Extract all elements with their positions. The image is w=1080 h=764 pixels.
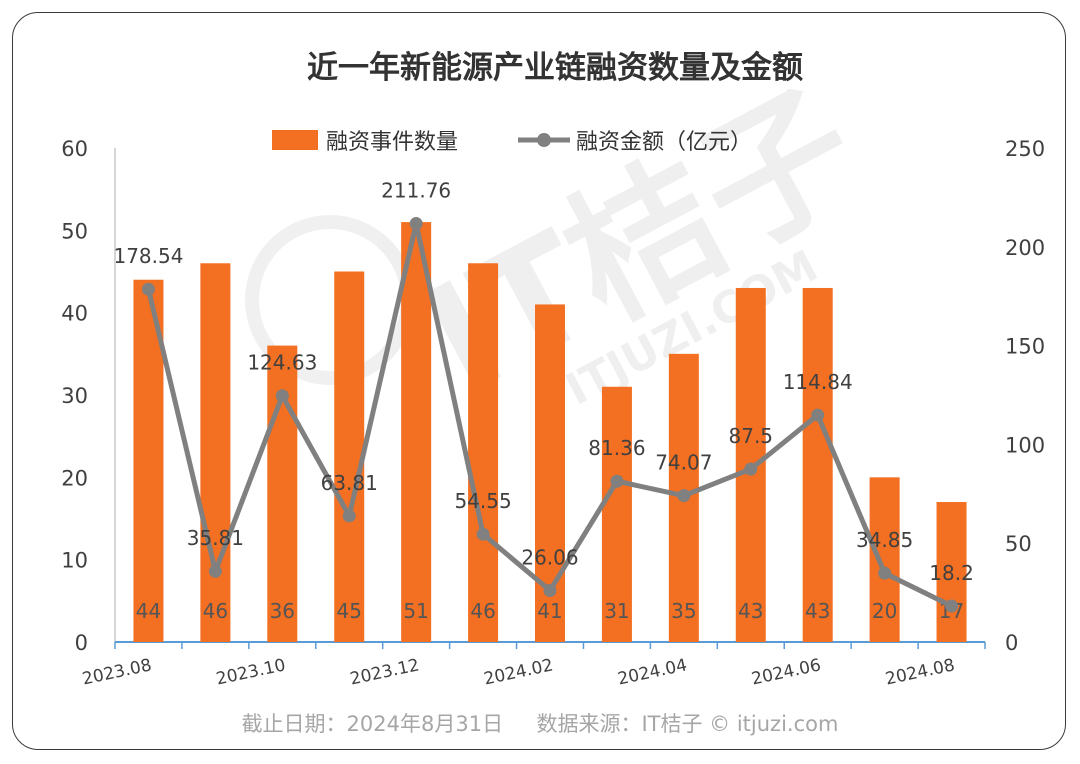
bar-data-label: 44 <box>136 599 161 623</box>
y-left-tick-label: 40 <box>61 302 88 326</box>
bar <box>601 386 632 642</box>
line-point <box>945 599 959 613</box>
line-data-label: 114.84 <box>783 370 853 394</box>
y-left-tick-label: 60 <box>61 137 88 161</box>
line-data-label: 34.85 <box>856 528 913 552</box>
bar-data-label: 20 <box>872 599 897 623</box>
bar <box>802 287 833 642</box>
line-point <box>141 282 155 296</box>
footer-source: 截止日期：2024年8月31日 数据来源：IT桔子 © itjuzi.com <box>242 712 839 736</box>
bar-data-label: 31 <box>604 599 629 623</box>
y-right-tick-label: 250 <box>1005 137 1045 161</box>
line-data-label: 63.81 <box>321 471 378 495</box>
line-point <box>811 408 825 422</box>
bar-data-label: 51 <box>403 599 428 623</box>
line-point <box>878 566 892 580</box>
bar-data-label: 45 <box>337 599 362 623</box>
line-point <box>677 489 691 503</box>
bar <box>936 502 967 642</box>
bar-data-label: 36 <box>270 599 295 623</box>
y-left-tick-label: 10 <box>61 549 88 573</box>
legend-bar-swatch <box>272 130 318 150</box>
bar <box>200 263 231 642</box>
bar-data-label: 46 <box>470 599 495 623</box>
bar-data-label: 43 <box>805 599 830 623</box>
x-tick-label: 2024.06 <box>750 655 823 689</box>
line-point <box>476 527 490 541</box>
line-data-label: 18.2 <box>929 561 974 585</box>
line-data-label: 26.06 <box>521 546 578 570</box>
line-data-label: 124.63 <box>247 351 317 375</box>
x-tick-label: 2024.02 <box>482 655 555 689</box>
line-data-label: 178.54 <box>113 244 183 268</box>
y-right-tick-label: 150 <box>1005 335 1045 359</box>
y-right-tick-label: 200 <box>1005 236 1045 260</box>
chart-title: 近一年新能源产业链融资数量及金额 <box>307 50 803 86</box>
bar <box>334 271 365 642</box>
line-series <box>141 217 959 613</box>
line-point <box>275 389 289 403</box>
line-data-label: 81.36 <box>588 436 645 460</box>
line-point <box>744 462 758 476</box>
x-tick-label: 2023.08 <box>81 655 154 689</box>
bar-data-label: 43 <box>738 599 763 623</box>
line-data-label: 74.07 <box>655 451 712 475</box>
bar <box>869 477 900 642</box>
line-point <box>543 584 557 598</box>
y-left-tick-label: 20 <box>61 466 88 490</box>
x-tick-label: 2023.12 <box>348 655 421 689</box>
legend-line-label: 融资金额（亿元） <box>576 130 752 155</box>
legend-bar-label: 融资事件数量 <box>326 130 458 155</box>
line-data-label: 87.5 <box>729 424 774 448</box>
line-point <box>342 509 356 523</box>
x-tick-label: 2023.10 <box>214 655 287 689</box>
x-tick-label: 2024.04 <box>616 655 689 689</box>
bar-data-label: 41 <box>537 599 562 623</box>
line-labels: 178.54 35.81 124.63 63.81 211.76 54.55 26.06 81… <box>113 179 973 585</box>
y-left-tick-label: 0 <box>75 631 88 655</box>
bar <box>468 263 499 642</box>
y-left-tick-label: 50 <box>61 219 88 243</box>
line-point <box>610 474 624 488</box>
line-point <box>208 564 222 578</box>
legend: 融资事件数量 融资金额（亿元） <box>272 130 752 155</box>
line-point <box>409 217 423 231</box>
line-data-label: 211.76 <box>381 179 451 203</box>
bar <box>401 222 432 642</box>
line-data-label: 54.55 <box>454 489 511 513</box>
line-data-label: 35.81 <box>187 526 244 550</box>
y-left-tick-label: 30 <box>61 384 88 408</box>
y-right-tick-label: 0 <box>1005 631 1018 655</box>
x-tick-label: 2024.08 <box>884 655 957 689</box>
bar-data-label: 46 <box>203 599 228 623</box>
legend-line-marker <box>537 133 551 147</box>
y-right-tick-label: 50 <box>1005 532 1032 556</box>
bar-data-label: 35 <box>671 599 696 623</box>
y-right-tick-label: 100 <box>1005 433 1045 457</box>
